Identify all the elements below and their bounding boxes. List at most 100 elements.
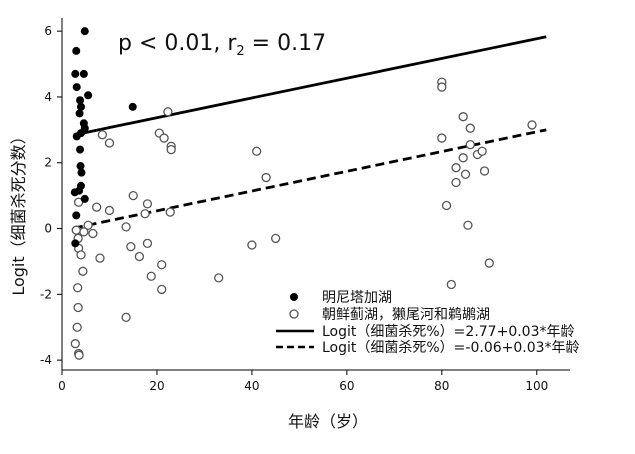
data-point-open: [74, 350, 84, 360]
data-point-open: [465, 140, 475, 150]
x-axis-label: 年龄（岁）: [288, 412, 368, 431]
data-point-open: [104, 138, 115, 148]
data-points-group: [70, 27, 537, 360]
data-point-open: [460, 169, 471, 179]
data-point-filled: [72, 211, 81, 220]
data-point-filled: [128, 102, 137, 111]
data-point-open: [146, 271, 156, 281]
data-point-open: [451, 163, 461, 173]
data-point-open: [72, 322, 82, 332]
data-point-open: [88, 228, 98, 239]
data-point-open: [104, 205, 115, 216]
regression-line-dashed: [73, 128, 547, 230]
legend-label-series-1: 明尼塔加湖: [322, 290, 392, 306]
data-point-open: [70, 339, 80, 349]
data-point-open: [159, 133, 169, 143]
regression-line-solid: [73, 35, 547, 137]
data-point-open: [71, 225, 81, 235]
data-point-filled: [72, 83, 81, 92]
data-point-open: [128, 190, 138, 201]
y-tick-label: 2: [44, 156, 52, 170]
data-point-open: [477, 146, 487, 156]
data-point-open: [79, 227, 89, 237]
x-tick-label: 100: [525, 379, 548, 393]
data-point-open: [465, 123, 475, 133]
data-point-open: [157, 284, 167, 295]
y-tick-label: 0: [44, 222, 52, 236]
data-point-open: [463, 220, 473, 230]
stats-annotation-subscript: 2: [236, 44, 244, 59]
data-point-open: [95, 253, 105, 263]
data-point-open: [270, 233, 281, 244]
data-point-filled: [72, 46, 81, 55]
legend-label-series-2: 朝鲜蓟湖，獭尾河和鹈鹕湖: [322, 306, 490, 323]
data-point-filled: [72, 132, 81, 141]
data-point-filled: [71, 69, 80, 78]
data-point-open: [247, 240, 257, 250]
data-point-open: [157, 260, 167, 270]
data-point-filled: [71, 239, 80, 248]
y-tick-label: 6: [44, 24, 52, 38]
stats-annotation-tail: = 0.17: [245, 31, 326, 56]
data-point-open: [484, 258, 494, 268]
data-point-open: [78, 266, 88, 276]
stats-annotation: p < 0.01, r2 = 0.17: [118, 31, 326, 59]
y-axis-label: Logit（细菌杀死分数）: [9, 128, 28, 295]
data-point-open: [441, 200, 452, 211]
legend: 明尼塔加湖 朝鲜蓟湖，獭尾河和鹈鹕湖 Logit（细菌杀死%）=2.77+0.0…: [276, 290, 580, 356]
data-point-open: [83, 220, 93, 230]
data-point-open: [134, 251, 145, 262]
data-point-filled: [76, 96, 85, 105]
data-point-open: [252, 146, 262, 156]
data-point-filled: [76, 102, 85, 111]
data-point-filled: [76, 162, 85, 171]
data-point-open: [166, 144, 176, 155]
data-point-filled: [80, 27, 89, 36]
data-point-open: [121, 222, 131, 232]
data-point-open: [163, 107, 173, 117]
data-point-open: [140, 209, 150, 219]
x-tick-label: 60: [339, 379, 354, 393]
data-point-filled: [76, 145, 85, 154]
y-tick-label: -2: [40, 287, 52, 301]
regression-lines-group: [73, 35, 547, 230]
data-point-open: [73, 302, 83, 313]
data-point-open: [73, 283, 83, 293]
x-tick-label: 80: [434, 379, 449, 393]
data-point-open: [261, 172, 271, 183]
data-point-open: [458, 153, 468, 163]
data-point-open: [142, 238, 153, 248]
data-point-open: [165, 207, 175, 217]
x-tick-label: 20: [149, 379, 164, 393]
data-point-filled: [79, 69, 88, 78]
data-point-open: [76, 250, 86, 260]
data-point-filled: [84, 91, 93, 100]
data-point-filled: [77, 168, 86, 177]
legend-marker-series-2: [289, 309, 299, 319]
data-point-open: [92, 202, 102, 212]
data-point-open: [437, 82, 447, 92]
data-point-open: [527, 120, 537, 130]
data-point-open: [437, 133, 447, 143]
y-tick-label: -4: [40, 353, 52, 367]
data-point-filled: [70, 188, 79, 197]
legend-label-series-3: Logit（细菌杀死%）=2.77+0.03*年龄: [322, 324, 575, 340]
data-point-open: [458, 112, 468, 122]
data-point-open: [126, 241, 136, 252]
stats-annotation-main: p < 0.01, r: [118, 31, 237, 56]
data-point-open: [479, 166, 490, 176]
legend-label-series-4: Logit（细菌杀死%）=-0.06+0.03*年龄: [322, 340, 580, 356]
x-tick-label: 0: [58, 379, 66, 393]
axes-group: [57, 18, 570, 375]
legend-marker-series-1: [290, 293, 298, 301]
data-point-open: [121, 312, 131, 323]
y-tick-label: 4: [44, 90, 52, 104]
data-point-open: [214, 273, 224, 283]
x-tick-label: 40: [244, 379, 259, 393]
data-point-open: [451, 177, 461, 188]
data-point-open: [97, 130, 108, 140]
data-point-filled: [80, 194, 89, 203]
data-point-filled: [75, 109, 84, 118]
